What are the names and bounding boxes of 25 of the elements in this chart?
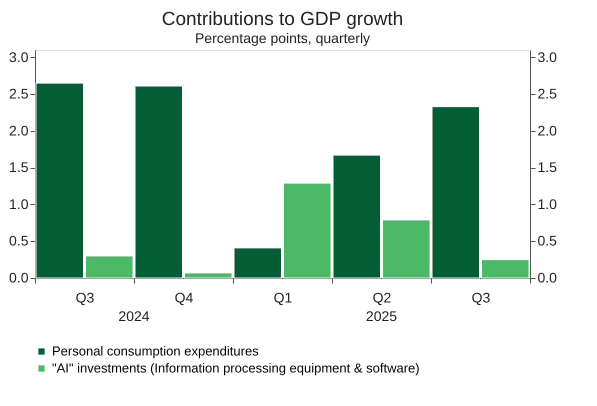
y-tick-label: 3.0 <box>9 48 29 65</box>
x-tick-label: Q1 <box>274 290 293 306</box>
y-tick-label: 1.5 <box>9 159 29 176</box>
y2-tick-label: 1.0 <box>538 196 558 212</box>
x-tick-label: Q2 <box>372 290 392 306</box>
text: 2025 <box>366 308 398 324</box>
x-tick-label: Q3 <box>472 290 491 306</box>
y2-tick-label: 2.5 <box>538 86 558 102</box>
y-tick-label: 1.0 <box>9 196 29 212</box>
text: 2024 <box>118 308 150 324</box>
y2-tick-label: 3.0 <box>538 48 558 65</box>
x-tick-label: Q3 <box>76 290 95 306</box>
y2-tick-label: 0.5 <box>538 232 558 249</box>
legend-label: "AI" investments (Information processing equipment & software) <box>52 360 420 376</box>
y-tick-label: 2.5 <box>9 86 29 102</box>
y2-tick-label: 2.0 <box>538 122 558 138</box>
x-tick-label: Q4 <box>174 290 194 306</box>
chart-subtitle: Percentage points, quarterly <box>194 30 370 46</box>
y-tick-label: 0.5 <box>9 232 29 249</box>
y2-tick-label: 1.5 <box>538 159 558 176</box>
legend-label: Personal consumption expenditures <box>52 344 260 358</box>
y-tick-label: 0.0 <box>9 270 29 286</box>
y-tick-label: 2.0 <box>9 122 29 138</box>
chart-title: Contributions to GDP growth <box>162 9 404 30</box>
y2-tick-label: 0.0 <box>538 270 558 286</box>
